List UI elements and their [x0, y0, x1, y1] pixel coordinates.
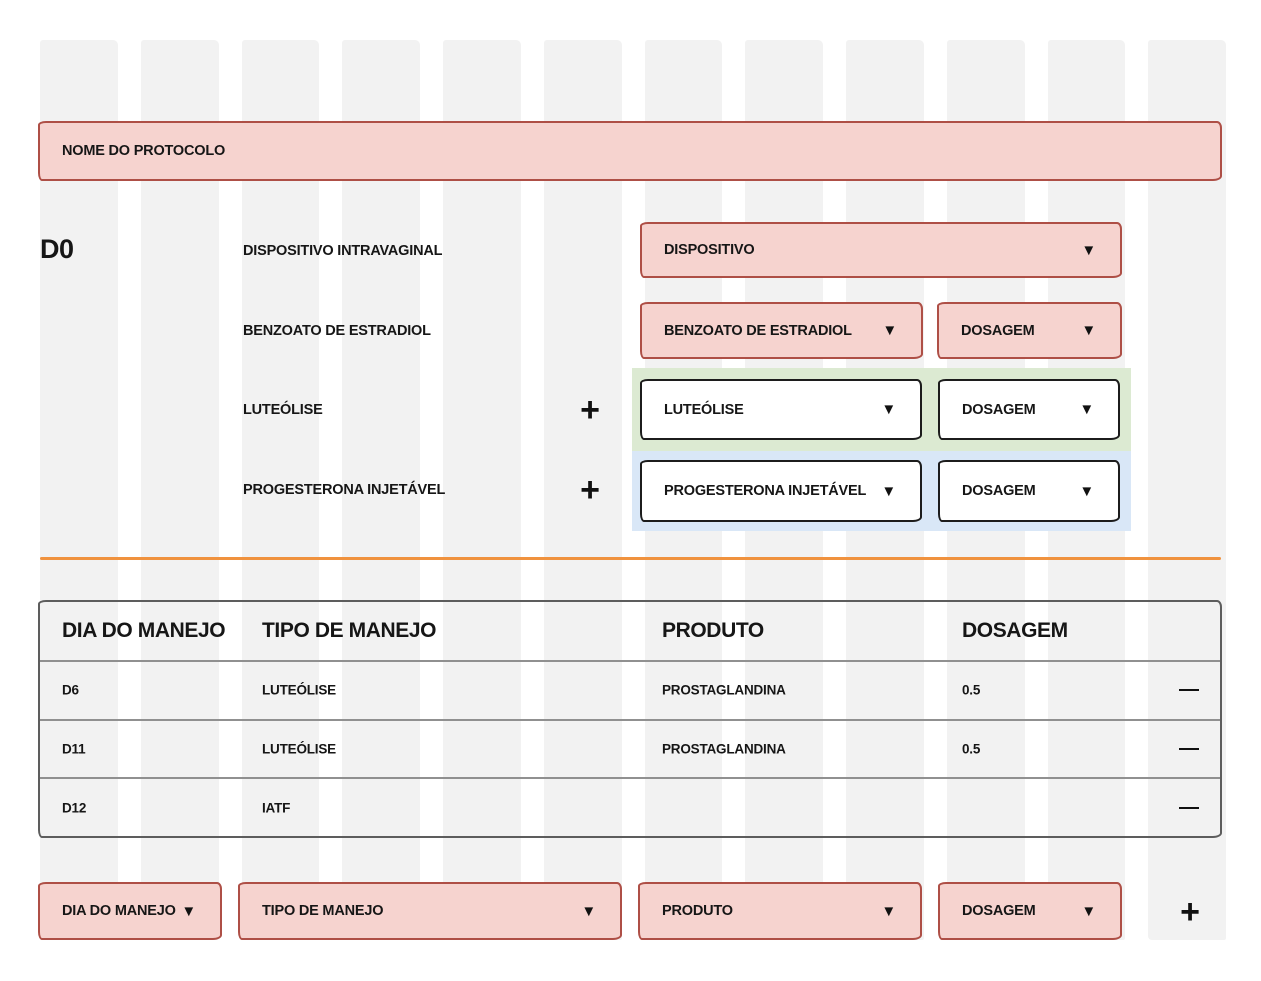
- cell-dia: D6: [62, 682, 79, 698]
- chevron-down-icon: ▼: [881, 902, 896, 920]
- chevron-down-icon: ▼: [1081, 902, 1096, 920]
- progesterona-dosagem-value: DOSAGEM: [962, 483, 1036, 499]
- section-divider: [40, 557, 1221, 560]
- benzoato-dropdown[interactable]: BENZOATO DE ESTRADIOL ▼: [640, 302, 923, 359]
- header-dosagem: DOSAGEM: [962, 619, 1068, 642]
- table-row: D11 LUTEÓLISE PROSTAGLANDINA 0.5 —: [40, 718, 1220, 778]
- table-header-row: DIA DO MANEJO TIPO DE MANEJO PRODUTO DOS…: [40, 602, 1220, 660]
- protocol-name-input[interactable]: NOME DO PROTOCOLO: [38, 121, 1222, 181]
- progesterona-dosagem-dropdown[interactable]: DOSAGEM ▼: [938, 460, 1120, 522]
- cell-dosagem: 0.5: [962, 682, 981, 698]
- label-progesterona-injetavel: PROGESTERONA INJETÁVEL: [243, 482, 446, 498]
- plus-icon: +: [580, 471, 600, 509]
- progesterona-dropdown[interactable]: PROGESTERONA INJETÁVEL ▼: [640, 460, 922, 522]
- new-produto-dropdown[interactable]: PRODUTO ▼: [638, 882, 922, 940]
- new-dosagem-value: DOSAGEM: [962, 903, 1036, 919]
- grid-stripe: [241, 40, 320, 940]
- minus-icon: —: [1179, 737, 1199, 760]
- plus-icon: +: [1180, 893, 1200, 931]
- add-table-row-button[interactable]: +: [1173, 895, 1207, 929]
- header-dia-do-manejo: DIA DO MANEJO: [62, 619, 226, 642]
- chevron-down-icon: ▼: [181, 902, 196, 920]
- chevron-down-icon: ▼: [882, 322, 897, 339]
- remove-row-button[interactable]: —: [1173, 678, 1204, 703]
- grid-stripe: [543, 40, 622, 940]
- cell-dia: D11: [62, 741, 86, 757]
- manejo-table: DIA DO MANEJO TIPO DE MANEJO PRODUTO DOS…: [38, 600, 1222, 838]
- benzoato-dropdown-value: BENZOATO DE ESTRADIOL: [664, 322, 852, 339]
- luteolise-dropdown[interactable]: LUTEÓLISE ▼: [640, 379, 922, 440]
- grid-stripe: [40, 40, 118, 940]
- header-produto: PRODUTO: [662, 619, 764, 642]
- grid-stripe: [140, 40, 219, 940]
- luteolise-dosagem-dropdown[interactable]: DOSAGEM ▼: [938, 379, 1120, 440]
- new-tipo-de-manejo-dropdown[interactable]: TIPO DE MANEJO ▼: [238, 882, 622, 940]
- new-dia-do-manejo-dropdown[interactable]: DIA DO MANEJO ▼: [38, 882, 222, 940]
- add-luteolise-button[interactable]: +: [573, 393, 607, 427]
- grid-stripe: [342, 40, 420, 940]
- grid-stripe: [1148, 40, 1226, 940]
- chevron-down-icon: ▼: [1081, 241, 1096, 259]
- chevron-down-icon: ▼: [1081, 322, 1096, 339]
- chevron-down-icon: ▼: [881, 401, 896, 418]
- new-tipo-value: TIPO DE MANEJO: [262, 903, 384, 919]
- chevron-down-icon: ▼: [1079, 482, 1094, 500]
- grid-stripe: [443, 40, 521, 940]
- chevron-down-icon: ▼: [881, 482, 896, 500]
- header-tipo-de-manejo: TIPO DE MANEJO: [262, 619, 437, 642]
- plus-icon: +: [580, 391, 600, 429]
- label-dispositivo-intravaginal: DISPOSITIVO INTRAVAGINAL: [243, 243, 443, 259]
- new-dosagem-dropdown[interactable]: DOSAGEM ▼: [938, 882, 1122, 940]
- label-benzoato-de-estradiol: BENZOATO DE ESTRADIOL: [243, 323, 431, 339]
- minus-icon: —: [1179, 796, 1199, 819]
- cell-produto: PROSTAGLANDINA: [662, 741, 786, 757]
- cell-dia: D12: [62, 800, 87, 816]
- chevron-down-icon: ▼: [581, 902, 596, 920]
- table-row: D12 IATF —: [40, 777, 1220, 836]
- day-zero-label: D0: [40, 234, 74, 264]
- remove-row-button[interactable]: —: [1173, 737, 1204, 762]
- new-dia-value: DIA DO MANEJO: [62, 903, 176, 919]
- add-progesterona-button[interactable]: +: [573, 473, 607, 507]
- protocol-name-placeholder: NOME DO PROTOCOLO: [62, 143, 226, 159]
- new-produto-value: PRODUTO: [662, 903, 733, 919]
- benzoato-dosagem-value: DOSAGEM: [961, 322, 1035, 339]
- label-luteolise: LUTEÓLISE: [243, 402, 323, 418]
- progesterona-dropdown-value: PROGESTERONA INJETÁVEL: [664, 483, 867, 499]
- cell-tipo: LUTEÓLISE: [262, 682, 336, 698]
- luteolise-dropdown-value: LUTEÓLISE: [664, 401, 744, 418]
- dispositivo-dropdown[interactable]: DISPOSITIVO ▼: [640, 222, 1122, 278]
- table-row: D6 LUTEÓLISE PROSTAGLANDINA 0.5 —: [40, 660, 1220, 719]
- benzoato-dosagem-dropdown[interactable]: DOSAGEM ▼: [937, 302, 1122, 359]
- cell-dosagem: 0.5: [962, 741, 981, 757]
- chevron-down-icon: ▼: [1079, 401, 1094, 418]
- cell-tipo: LUTEÓLISE: [262, 741, 336, 757]
- cell-produto: PROSTAGLANDINA: [662, 682, 786, 698]
- dispositivo-dropdown-value: DISPOSITIVO: [664, 242, 755, 258]
- minus-icon: —: [1179, 678, 1199, 701]
- luteolise-dosagem-value: DOSAGEM: [962, 401, 1036, 418]
- cell-tipo: IATF: [262, 800, 291, 816]
- remove-row-button[interactable]: —: [1173, 795, 1204, 820]
